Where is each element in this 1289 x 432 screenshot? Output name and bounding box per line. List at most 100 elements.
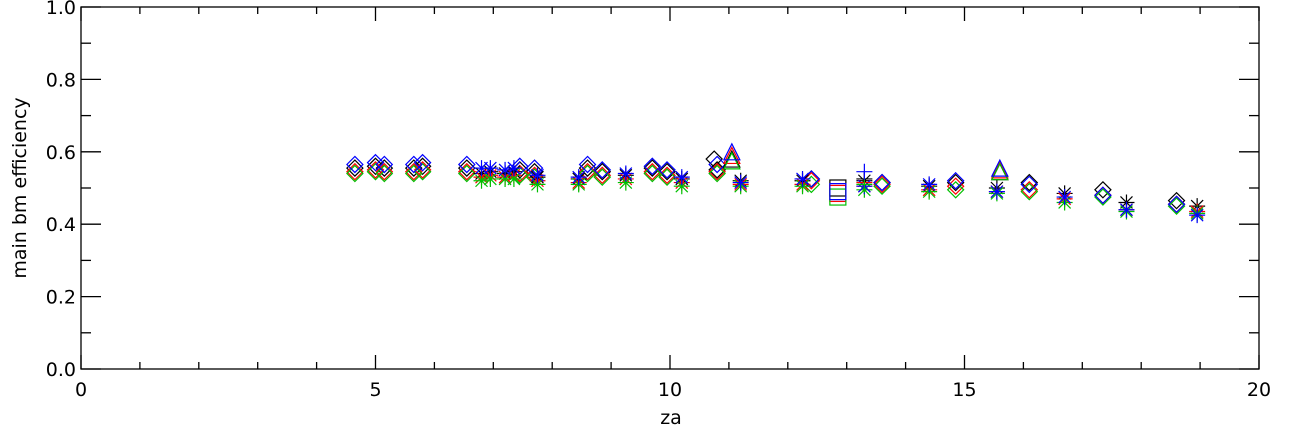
blue-diamond-point <box>1094 186 1112 205</box>
green-diamond-point <box>1020 182 1039 201</box>
green-asterisk-point <box>505 170 522 187</box>
black-diamond-point <box>946 173 965 192</box>
green-diamond-point <box>643 164 662 183</box>
blue-asterisk-point <box>473 160 490 177</box>
green-asterisk-point <box>529 176 546 193</box>
blue-diamond-point <box>658 161 676 179</box>
blue-diamond-point <box>578 155 597 174</box>
green-asterisk-point <box>473 172 490 189</box>
blue-asterisk-point <box>921 176 938 193</box>
blue-diamond-point <box>593 161 612 179</box>
black-diamond-point <box>1167 191 1186 210</box>
red-diamond-point <box>375 162 394 181</box>
green-triangle-point <box>722 151 741 170</box>
blue-asterisk-point <box>505 160 522 177</box>
blue-asterisk-point <box>673 169 690 186</box>
red-diamond-point <box>457 162 476 181</box>
green-diamond-point <box>404 164 423 183</box>
blue-plus-point <box>856 163 873 180</box>
blue-diamond-point <box>404 155 423 174</box>
green-diamond-point <box>578 164 597 183</box>
green-diamond-point <box>708 164 726 183</box>
red-diamond-point <box>873 175 891 194</box>
y-axis-label: main bm efficiency <box>9 97 31 278</box>
red-diamond-point <box>346 162 364 181</box>
red-triangle-point <box>990 160 1009 179</box>
black-diamond-point <box>1094 180 1112 199</box>
black-diamond-point <box>643 159 662 177</box>
red-diamond-point <box>578 162 597 181</box>
green-diamond-point <box>593 168 612 186</box>
axes <box>80 6 1260 370</box>
blue-diamond-point <box>346 155 364 174</box>
green-diamond-point <box>1167 197 1186 215</box>
blue-triangle-point <box>722 142 741 161</box>
y-tick-label: 0.6 <box>46 142 76 164</box>
blue-diamond-point <box>525 159 544 177</box>
blue-diamond-point <box>873 173 891 192</box>
blue-diamond-point <box>946 171 965 190</box>
blue-diamond-point <box>708 155 726 174</box>
green-diamond-point <box>375 164 394 183</box>
blue-asterisk-point <box>732 174 749 191</box>
green-asterisk-point <box>617 174 634 191</box>
black-diamond-point <box>457 159 476 177</box>
black-diamond-point <box>1020 173 1039 192</box>
red-diamond-point <box>404 162 423 181</box>
red-diamond-point <box>708 162 726 181</box>
y-tick-label: 0.8 <box>46 69 76 91</box>
blue-diamond-point <box>1020 175 1039 194</box>
blue-asterisk-point <box>1118 201 1135 218</box>
blue-asterisk-point <box>794 170 811 187</box>
green-square-point <box>829 188 847 206</box>
red-triangle-point <box>722 146 741 165</box>
x-axis-label: za <box>660 407 682 429</box>
red-diamond-point <box>413 161 432 179</box>
blue-diamond-point <box>643 157 662 176</box>
y-tick-label: 1.0 <box>46 0 76 19</box>
black-diamond-point <box>413 157 432 176</box>
x-tick-label: 5 <box>369 379 381 401</box>
blue-diamond-point <box>1167 195 1186 214</box>
green-asterisk-point <box>673 178 690 195</box>
plot-frame <box>80 6 1260 370</box>
black-diamond-point <box>578 159 597 177</box>
blue-diamond-point <box>375 155 394 174</box>
black-diamond-point <box>593 162 612 181</box>
blue-diamond-point <box>413 153 432 172</box>
blue-asterisk-point <box>988 183 1005 200</box>
x-tick-label: 10 <box>658 379 682 401</box>
y-tick-label: 0.4 <box>46 214 76 236</box>
green-diamond-point <box>946 180 965 199</box>
black-diamond-point <box>658 162 676 181</box>
tick-labels: 0 5 10 15 20 0.0 0.2 0.4 0.6 0.8 1.0 <box>46 0 1271 401</box>
blue-diamond-point <box>457 155 476 174</box>
blue-asterisk-point <box>482 160 499 177</box>
blue-asterisk-point <box>1189 207 1206 224</box>
y-tick-label: 0.2 <box>46 287 76 309</box>
y-tick-label: 0.0 <box>46 359 76 381</box>
green-diamond-point <box>346 164 364 183</box>
black-diamond-point <box>346 159 364 177</box>
blue-asterisk-point <box>617 165 634 182</box>
blue-asterisk-point <box>570 169 587 186</box>
blue-asterisk-point <box>1056 189 1073 206</box>
x-tick-label: 20 <box>1247 379 1271 401</box>
green-diamond-point <box>658 168 676 186</box>
black-square-point <box>829 179 847 197</box>
blue-square-point <box>829 183 847 201</box>
green-diamond-point <box>457 164 476 183</box>
data-marks <box>346 142 1206 224</box>
x-tick-label: 0 <box>75 379 87 401</box>
green-diamond-point <box>873 177 891 196</box>
green-diamond-point <box>1094 188 1112 206</box>
blue-triangle-point <box>990 158 1009 177</box>
black-triangle-point <box>722 149 741 168</box>
green-triangle-point <box>990 162 1009 181</box>
x-tick-label: 15 <box>952 379 976 401</box>
blue-asterisk-point <box>529 167 546 184</box>
blue-asterisk-point <box>497 161 514 178</box>
green-asterisk-point <box>482 170 499 187</box>
green-asterisk-point <box>497 170 514 187</box>
